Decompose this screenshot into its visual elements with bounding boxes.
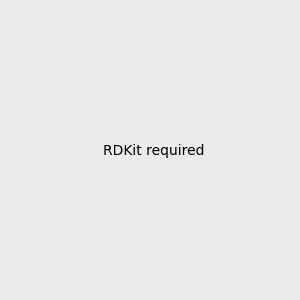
Text: RDKit required: RDKit required [103,145,205,158]
